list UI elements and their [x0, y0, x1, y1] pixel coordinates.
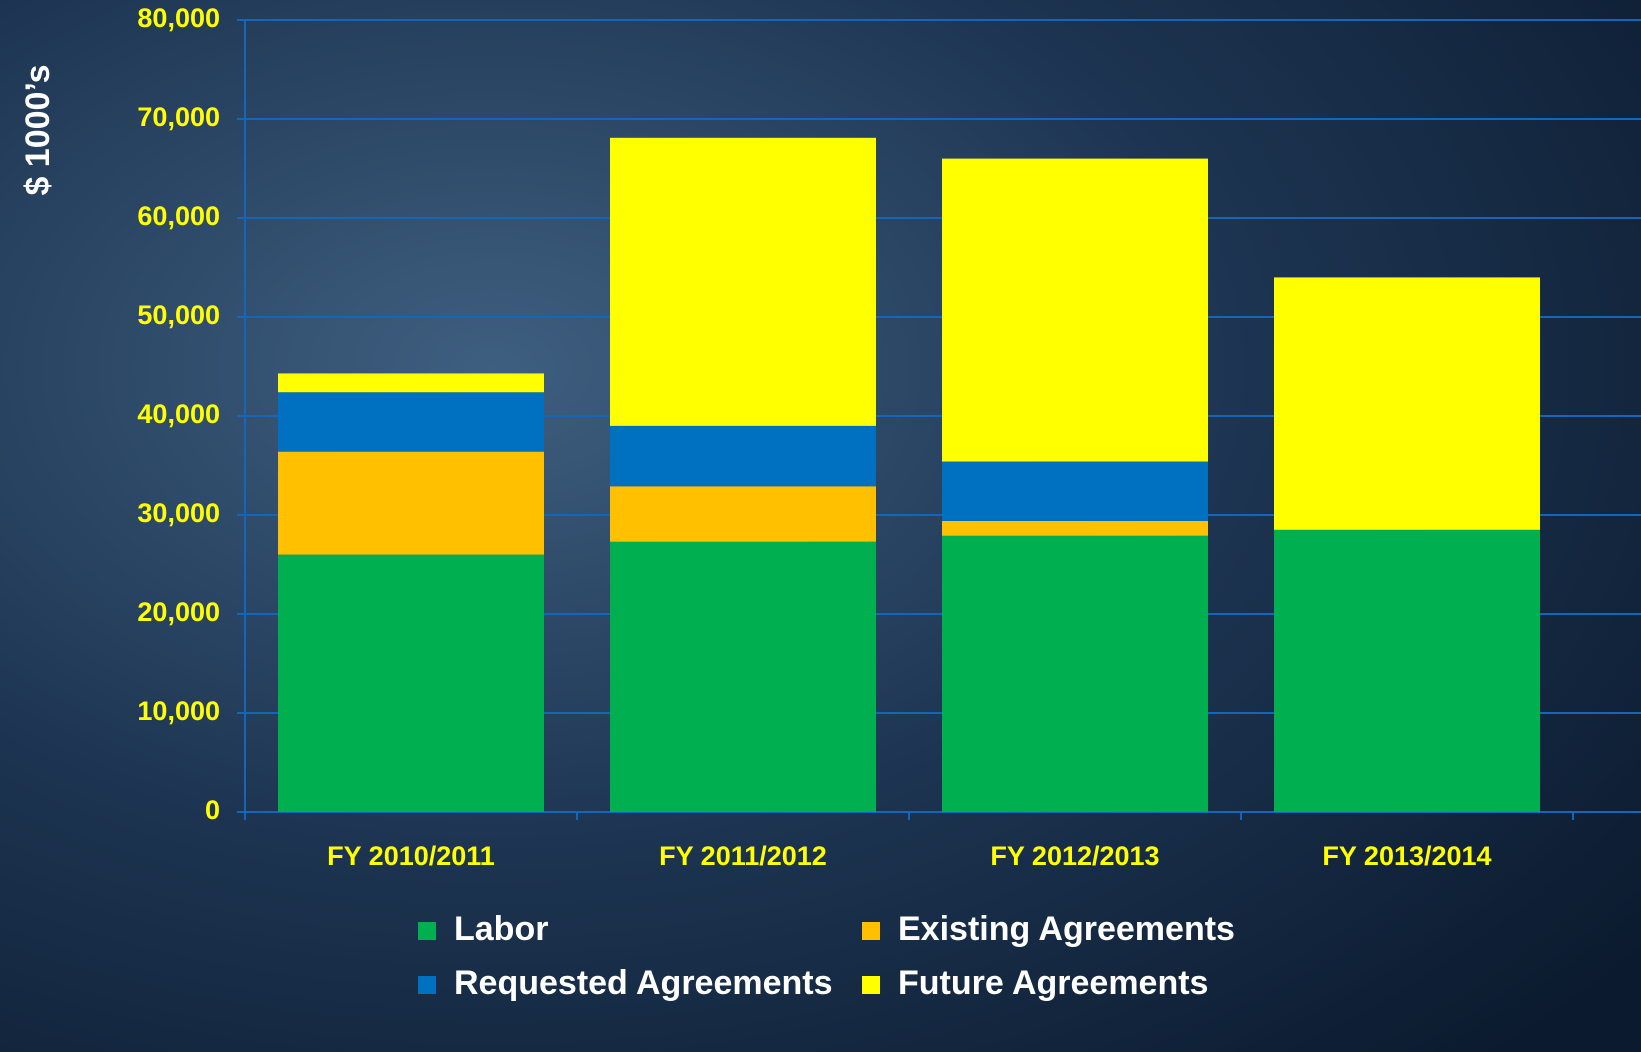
y-tick-label: 50,000	[137, 300, 220, 330]
legend-label: Labor	[454, 910, 548, 948]
x-tick-label: FY 2011/2012	[659, 841, 827, 871]
legend-label: Future Agreements	[898, 964, 1208, 1002]
bar-segment	[278, 554, 544, 812]
x-tick-label: FY 2012/2013	[990, 841, 1159, 871]
y-tick-label: 30,000	[137, 498, 220, 528]
bar-segment	[610, 137, 876, 426]
y-tick-label: 60,000	[137, 201, 220, 231]
legend-swatch	[418, 922, 436, 940]
legend-label: Requested Agreements	[454, 964, 833, 1002]
bar-segment	[1274, 529, 1540, 812]
y-tick-label: 0	[205, 795, 220, 825]
y-tick-label: 80,000	[137, 3, 220, 33]
bar-segment	[1274, 277, 1540, 530]
bar-segment	[942, 158, 1208, 462]
legend-swatch	[862, 922, 880, 940]
bar-segment	[942, 535, 1208, 812]
y-tick-label: 20,000	[137, 597, 220, 627]
bar-segment	[610, 425, 876, 487]
y-tick-label: 70,000	[137, 102, 220, 132]
legend-swatch	[862, 976, 880, 994]
bar-segment	[942, 520, 1208, 536]
bar-segment	[278, 392, 544, 452]
x-tick-label: FY 2013/2014	[1322, 841, 1491, 871]
bar-segment	[610, 541, 876, 812]
y-tick-label: 40,000	[137, 399, 220, 429]
y-tick-label: 10,000	[137, 696, 220, 726]
legend-label: Existing Agreements	[898, 910, 1235, 948]
bar-segment	[278, 451, 544, 555]
bar-segment	[278, 373, 544, 393]
bar-segment	[610, 486, 876, 542]
legend-swatch	[418, 976, 436, 994]
x-tick-label: FY 2010/2011	[327, 841, 495, 871]
bar-segment	[942, 461, 1208, 521]
y-axis-label: $ 1000’s	[19, 64, 57, 195]
